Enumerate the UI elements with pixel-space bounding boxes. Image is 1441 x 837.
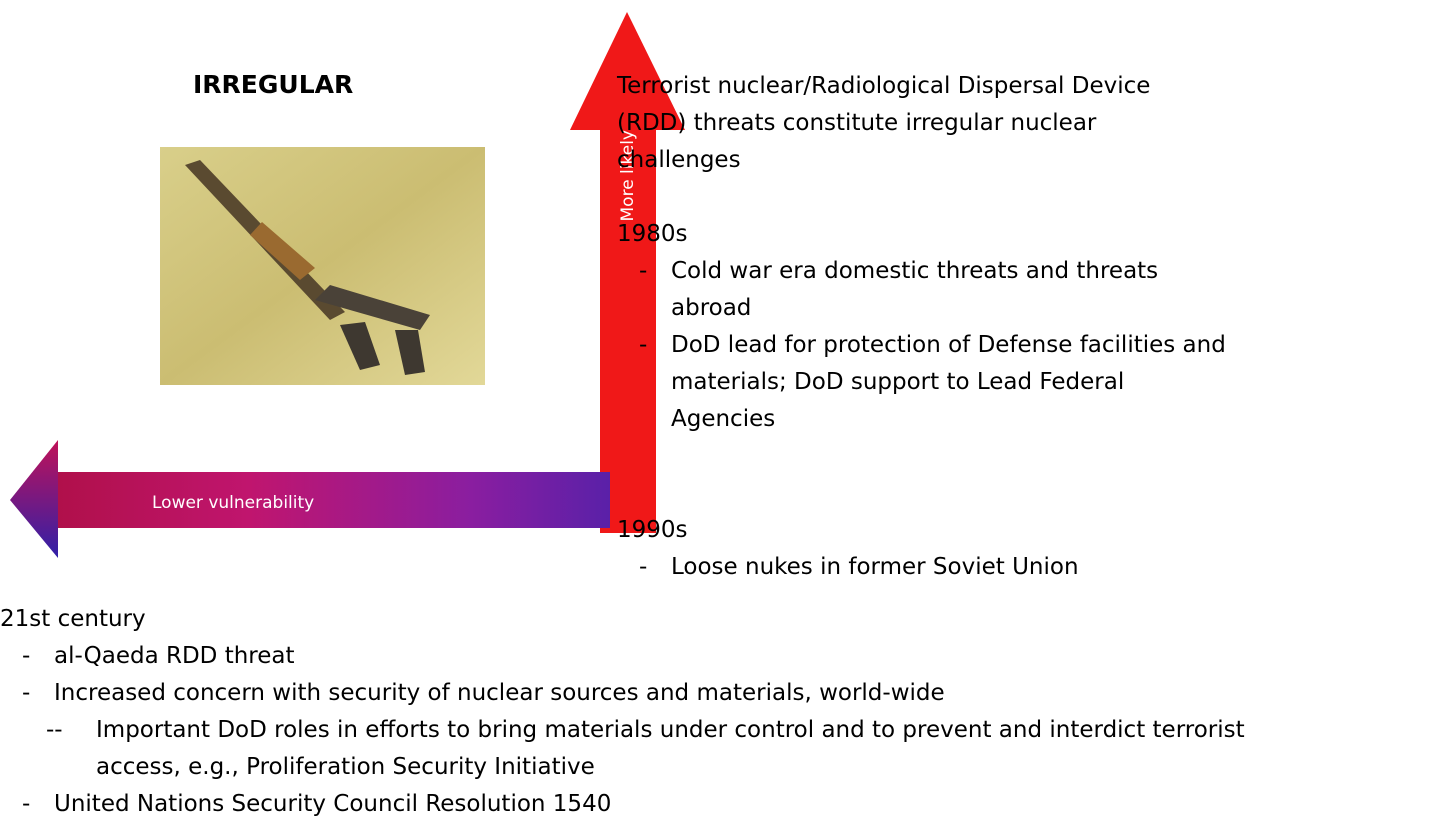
section-label: 21st century [0, 601, 1320, 638]
list-item: -Increased concern with security of nucl… [22, 675, 1320, 712]
bullet: - [639, 327, 647, 364]
bullet: -- [46, 712, 63, 749]
spacer [617, 438, 1437, 475]
spacer [617, 475, 1437, 512]
heading: IRREGULAR [193, 70, 353, 99]
bottom-text: 21st century -al-Qaeda RDD threat-Increa… [0, 601, 1320, 823]
section-label: 1980s [617, 216, 1437, 253]
list-item: -United Nations Security Council Resolut… [22, 786, 1320, 823]
arrow-label: Lower vulnerability [152, 493, 314, 513]
bullet: - [22, 675, 30, 712]
item-text: Loose nukes in former Soviet Union [671, 554, 1079, 580]
photo [160, 147, 485, 385]
item-text: Increased concern with security of nucle… [54, 680, 945, 706]
bullet: - [639, 253, 647, 290]
bullet: - [22, 638, 30, 675]
slide: More likely Lower vulnerability IRREGULA… [0, 0, 1441, 837]
item-text: al-Qaeda RDD threat [54, 643, 295, 669]
list-item: -Loose nukes in former Soviet Union [639, 549, 1231, 586]
list-item: -Cold war era domestic threats and threa… [639, 253, 1231, 327]
intro: Terrorist nuclear/Radiological Dispersal… [617, 68, 1217, 179]
item-text: DoD lead for protection of Defense facil… [671, 332, 1226, 432]
item-text: Cold war era domestic threats and threat… [671, 258, 1158, 321]
bullet: - [639, 549, 647, 586]
list-item: -al-Qaeda RDD threat [22, 638, 1320, 675]
spacer [617, 179, 1437, 216]
item-text: United Nations Security Council Resoluti… [54, 791, 611, 817]
section-label: 1990s [617, 512, 1437, 549]
right-text: Terrorist nuclear/Radiological Dispersal… [617, 68, 1437, 586]
bullet: - [22, 786, 30, 823]
item-text: Important DoD roles in efforts to bring … [96, 717, 1245, 780]
list-item: -DoD lead for protection of Defense faci… [639, 327, 1231, 438]
list-item: -- Important DoD roles in efforts to brin… [22, 712, 1320, 786]
